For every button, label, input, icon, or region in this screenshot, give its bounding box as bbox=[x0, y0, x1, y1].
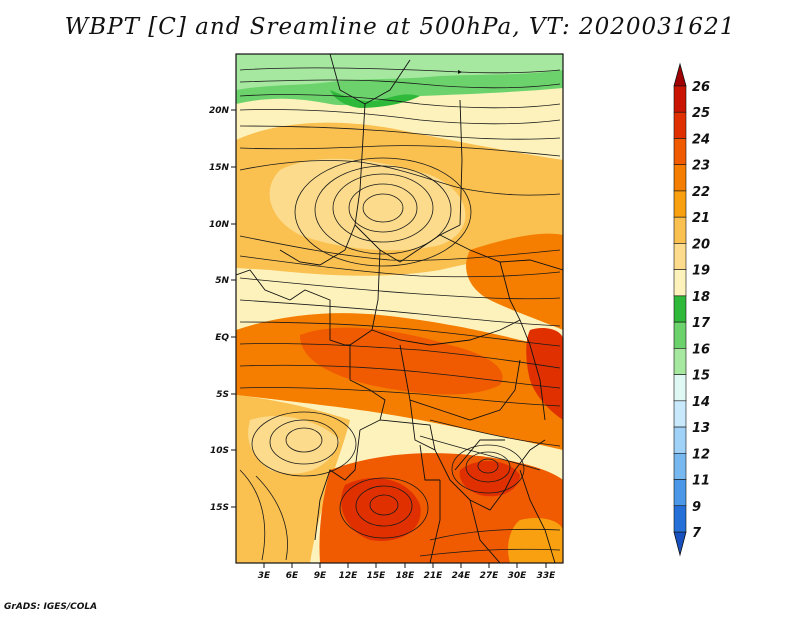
colorbar-swatch bbox=[673, 348, 687, 375]
lon-label: 24E bbox=[452, 571, 472, 581]
lat-label: 5N bbox=[215, 276, 229, 286]
colorbar-label: 25 bbox=[692, 106, 710, 121]
lat-label: 20N bbox=[209, 106, 230, 116]
lon-label: 21E bbox=[424, 571, 444, 581]
colorbar-swatch bbox=[673, 138, 687, 166]
lon-label: 18E bbox=[396, 571, 416, 581]
colorbar-swatch bbox=[673, 85, 687, 113]
colorbar-label: 15 bbox=[692, 369, 710, 384]
lat-label: 10S bbox=[210, 446, 229, 456]
colorbar-swatch bbox=[673, 426, 687, 454]
chart-title: WBPT [C] and Sreamline at 500hPa, VT: 20… bbox=[64, 14, 736, 40]
colorbar-label: 24 bbox=[692, 132, 710, 147]
colorbar-label: 11 bbox=[692, 474, 710, 489]
colorbar-swatch bbox=[673, 164, 687, 192]
colorbar-swatch bbox=[673, 269, 687, 297]
footer-credit: GrADS: IGES/COLA bbox=[4, 602, 98, 612]
colorbar-label: 20 bbox=[692, 237, 710, 252]
lat-label: 5S bbox=[216, 390, 229, 400]
lat-label: EQ bbox=[215, 333, 229, 343]
lon-label: 15E bbox=[367, 571, 387, 581]
lat-label: 10N bbox=[209, 220, 230, 230]
colorbar-label: 7 bbox=[692, 526, 702, 541]
colorbar-label: 21 bbox=[692, 211, 710, 226]
colorbar-label: 9 bbox=[692, 500, 701, 515]
colorbar-swatch bbox=[673, 216, 687, 244]
lon-label: 6E bbox=[286, 571, 299, 581]
colorbar-swatch bbox=[673, 190, 687, 218]
lat-label: 15S bbox=[210, 503, 229, 513]
colorbar: 26 25 24 23 22 21 20 19 18 17 16 15 14 13 12 11 9 7 bbox=[673, 62, 711, 557]
lon-label: 3E bbox=[258, 571, 271, 581]
lat-label: 15N bbox=[209, 163, 230, 173]
colorbar-label: 14 bbox=[692, 395, 710, 410]
plot-frame bbox=[235, 53, 564, 564]
lon-label: 9E bbox=[314, 571, 327, 581]
colorbar-swatch bbox=[673, 374, 687, 402]
lon-label: 33E bbox=[537, 571, 557, 581]
colorbar-swatch bbox=[673, 295, 687, 323]
colorbar-label: 12 bbox=[692, 447, 710, 462]
lon-label: 27E bbox=[480, 571, 500, 581]
colorbar-swatch bbox=[673, 505, 687, 533]
lat-axis: 20N 15N 10N 5N EQ 5S 10S 15S bbox=[209, 106, 236, 513]
colorbar-swatch bbox=[673, 479, 687, 507]
colorbar-swatch bbox=[673, 243, 687, 270]
lon-label: 12E bbox=[339, 571, 359, 581]
colorbar-bottom-arrow bbox=[673, 531, 687, 557]
colorbar-label: 19 bbox=[692, 264, 710, 279]
colorbar-label: 18 bbox=[692, 290, 710, 305]
colorbar-label: 16 bbox=[692, 342, 710, 357]
lon-axis: 3E 6E 9E 12E 15E 18E 21E 24E 27E 30E 33E bbox=[258, 563, 556, 581]
lon-label: 30E bbox=[508, 571, 528, 581]
colorbar-label: 17 bbox=[692, 316, 711, 331]
colorbar-label: 26 bbox=[692, 80, 710, 95]
colorbar-label: 23 bbox=[692, 159, 710, 174]
colorbar-swatch bbox=[673, 321, 687, 349]
country-borders bbox=[236, 54, 563, 563]
colorbar-swatch bbox=[673, 452, 687, 480]
temperature-field bbox=[236, 54, 563, 563]
colorbar-label: 22 bbox=[692, 185, 710, 200]
colorbar-swatch bbox=[673, 400, 687, 428]
colorbar-swatch bbox=[673, 111, 687, 139]
colorbar-label: 13 bbox=[692, 421, 710, 436]
colorbar-top-arrow bbox=[673, 62, 687, 87]
